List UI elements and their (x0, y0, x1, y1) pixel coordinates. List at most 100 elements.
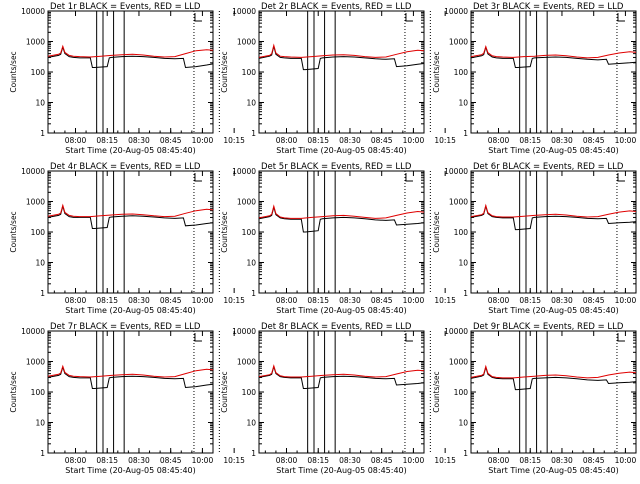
x-tick-label: 08:00 (276, 296, 298, 305)
panel-title: Det 4r BLACK = Events, RED = LLD (50, 162, 201, 172)
panel-title: Det 5r BLACK = Events, RED = LLD (261, 162, 412, 172)
y-axis-label: Counts/sec (432, 371, 441, 412)
x-tick-label: 10:00 (192, 296, 214, 305)
plot-frame (47, 10, 214, 134)
x-tick-label: 08:15 (519, 136, 541, 145)
series-line-events (47, 365, 214, 389)
y-tick-label: 1000 (237, 198, 256, 207)
panel-4: Det 4r BLACK = Events, RED = LLD 1 10 100 10… (9, 162, 245, 315)
saa-bracket-mark (617, 333, 625, 342)
y-tick-label: 10 (458, 259, 468, 268)
series-line-lld (258, 43, 425, 58)
y-tick-label: 10000 (444, 167, 468, 176)
y-tick-label: 1000 (237, 358, 256, 367)
saa-bracket-mark (405, 173, 413, 182)
x-tick-label: 08:15 (307, 456, 329, 465)
x-tick-label: 08:45 (371, 296, 393, 305)
y-tick-label: 1 (251, 289, 256, 298)
y-tick-label: 100 (454, 228, 469, 237)
y-tick-label: 1 (251, 449, 256, 458)
y-tick-label: 10 (35, 99, 45, 108)
series-line-events (47, 45, 214, 69)
series-line-lld (47, 44, 214, 58)
x-tick-label: 10:00 (615, 296, 637, 305)
saa-bracket-mark (617, 13, 625, 22)
x-tick-label: 08:45 (371, 136, 393, 145)
series-line-events (470, 45, 637, 68)
x-tick-label: 08:15 (519, 456, 541, 465)
y-tick-label: 10000 (21, 327, 45, 336)
y-axis-label: Counts/sec (220, 371, 229, 412)
x-tick-label: 10:15 (434, 456, 456, 465)
x-axis-label: Start Time (20-Aug-05 08:45:40) (276, 306, 407, 315)
y-tick-label: 1 (463, 129, 468, 138)
series-line-lld (47, 203, 214, 218)
panel-2: Det 2r BLACK = Events, RED = LLD 1 10 100 10… (220, 2, 456, 155)
x-tick-label: 10:00 (403, 296, 425, 305)
y-tick-label: 10 (35, 419, 45, 428)
y-tick-label: 10 (246, 99, 256, 108)
y-tick-label: 1 (251, 129, 256, 138)
plot-frame (47, 330, 214, 454)
y-tick-label: 10000 (21, 7, 45, 16)
y-tick-label: 10000 (444, 7, 468, 16)
y-tick-label: 1 (463, 289, 468, 298)
y-axis-label: Counts/sec (9, 51, 18, 92)
y-tick-label: 100 (31, 68, 46, 77)
panel-1: Det 1r BLACK = Events, RED = LLD 1 10 100 10… (9, 2, 245, 155)
y-axis-label: Counts/sec (220, 51, 229, 92)
x-tick-label: 10:15 (223, 296, 245, 305)
plot-frame (470, 330, 637, 454)
x-tick-label: 08:30 (339, 296, 361, 305)
y-tick-label: 1000 (26, 198, 45, 207)
x-tick-label: 08:45 (583, 136, 605, 145)
y-tick-label: 1000 (449, 38, 468, 47)
y-tick-label: 1000 (449, 198, 468, 207)
saa-bracket-mark (194, 333, 202, 342)
x-tick-label: 10:00 (615, 136, 637, 145)
series-line-lld (470, 203, 637, 218)
plot-frame (258, 330, 425, 454)
x-axis-label: Start Time (20-Aug-05 08:45:40) (488, 466, 619, 475)
panel-title: Det 6r BLACK = Events, RED = LLD (473, 162, 624, 172)
panel-6: Det 6r BLACK = Events, RED = LLD 1 10 100 10… (432, 162, 637, 315)
panel-8: Det 8r BLACK = Events, RED = LLD 1 10 100 10… (220, 322, 456, 475)
y-tick-label: 100 (242, 68, 257, 77)
y-tick-label: 1000 (26, 358, 45, 367)
x-tick-label: 10:00 (403, 456, 425, 465)
panel-title: Det 7r BLACK = Events, RED = LLD (50, 322, 201, 332)
x-tick-label: 10:00 (615, 456, 637, 465)
series-line-events (258, 205, 425, 233)
x-axis-label: Start Time (20-Aug-05 08:45:40) (65, 146, 196, 155)
x-tick-label: 08:30 (339, 456, 361, 465)
y-tick-label: 10000 (232, 167, 256, 176)
x-tick-label: 08:00 (488, 296, 510, 305)
x-tick-label: 08:00 (65, 136, 87, 145)
panel-title: Det 9r BLACK = Events, RED = LLD (473, 322, 624, 332)
x-tick-label: 08:30 (128, 296, 150, 305)
x-axis-label: Start Time (20-Aug-05 08:45:40) (488, 306, 619, 315)
x-tick-label: 08:15 (96, 296, 118, 305)
x-tick-label: 10:15 (223, 456, 245, 465)
y-tick-label: 10 (246, 419, 256, 428)
x-tick-label: 08:15 (307, 136, 329, 145)
x-tick-label: 10:15 (223, 136, 245, 145)
x-tick-label: 10:15 (434, 296, 456, 305)
saa-bracket-mark (617, 173, 625, 182)
y-tick-label: 1 (463, 449, 468, 458)
x-tick-label: 08:00 (488, 456, 510, 465)
x-tick-label: 08:45 (160, 456, 182, 465)
x-tick-label: 08:00 (488, 136, 510, 145)
x-tick-label: 10:00 (192, 136, 214, 145)
panel-7: Det 7r BLACK = Events, RED = LLD 1 10 100 10… (9, 322, 245, 475)
series-line-lld (47, 364, 214, 378)
x-tick-label: 08:45 (583, 456, 605, 465)
panel-title: Det 1r BLACK = Events, RED = LLD (50, 2, 201, 12)
x-tick-label: 08:45 (371, 456, 393, 465)
x-axis-label: Start Time (20-Aug-05 08:45:40) (488, 146, 619, 155)
plot-frame (470, 10, 637, 134)
series-line-events (470, 204, 637, 231)
series-line-lld (258, 364, 425, 378)
plot-frame (47, 170, 214, 294)
